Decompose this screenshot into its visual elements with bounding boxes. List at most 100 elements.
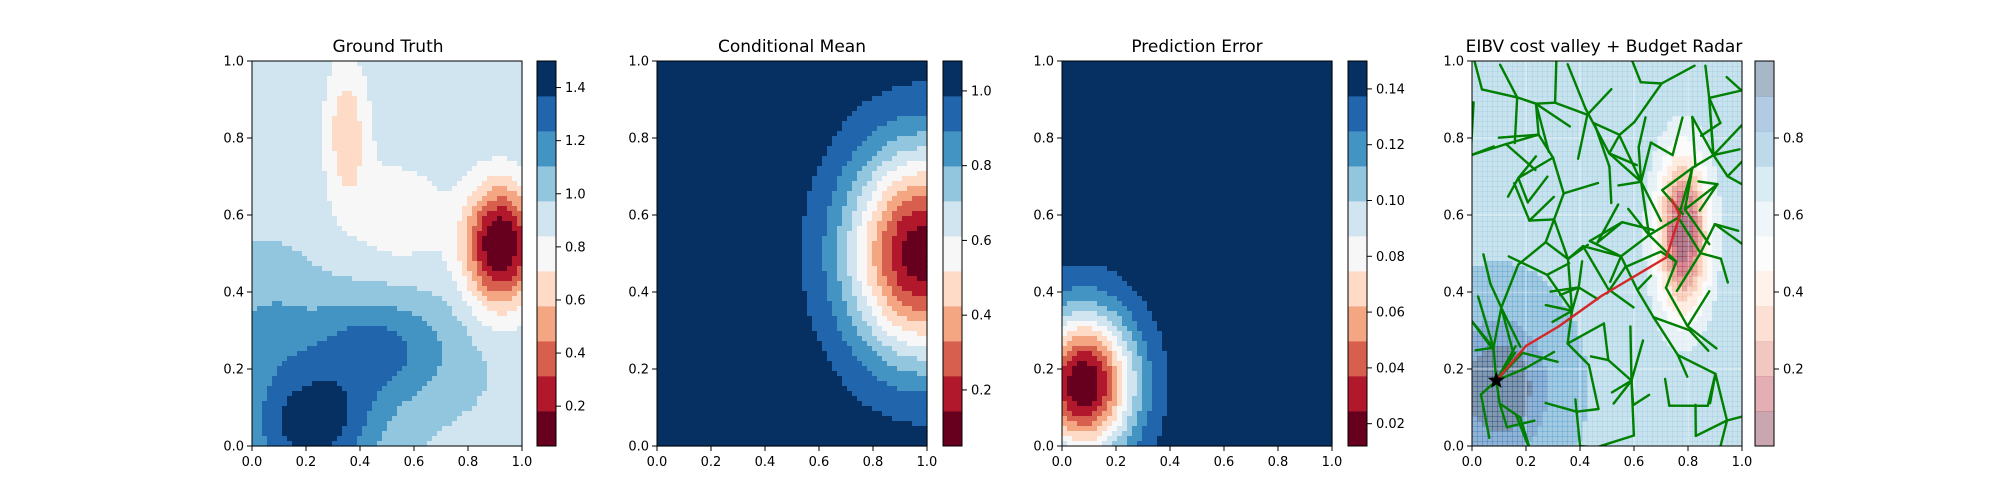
panel-1-axes-frame [251,60,523,447]
radar-branch [1544,240,1570,261]
radar-branch [1713,222,1742,246]
panel-4-axes-frame [1471,60,1743,447]
radar-branch [1618,120,1636,137]
x-tick-label: 0.4 [1570,455,1591,470]
radar-branch [1515,96,1538,105]
radar-branch [1566,342,1591,367]
chosen-path-segment [1495,344,1528,382]
radar-branch [1619,233,1651,258]
colorbar-tick-label: 0.6 [1783,209,1804,224]
radar-branch [1551,309,1574,324]
radar-branch [1639,180,1651,237]
y-tick-label: 0.2 [628,363,649,378]
radar-branch [1713,222,1740,233]
x-tick-label: 0.8 [863,455,884,470]
radar-branch [1712,148,1741,157]
x-tick-label: 0.2 [1516,455,1537,470]
radar-branch [1707,96,1722,125]
x-tick-label: 0.2 [1106,455,1127,470]
radar-branch [1612,379,1633,405]
y-tick-label: 0.4 [628,286,649,301]
radar-branch [1517,176,1530,204]
y-tick-label: 0.8 [223,132,244,147]
x-tick-label: 1.0 [1322,455,1343,470]
budget-radar-tree [1472,61,1742,446]
panel-3-heatmap [1062,61,1333,447]
colorbar-tick-label: 0.8 [971,159,992,174]
radar-branch [1513,96,1519,145]
radar-branch [1725,75,1742,92]
radar-branch [1480,88,1519,99]
radar-branch [1714,372,1729,422]
radar-branch [1691,115,1697,168]
chosen-path-segment [1524,325,1560,348]
colorbar-tick-label: 0.6 [971,234,992,249]
radar-branch [1589,355,1610,362]
y-tick-label: 0.4 [1033,286,1054,301]
radar-branch [1712,124,1742,157]
x-tick-label: 0.0 [1052,455,1073,470]
radar-branch [1649,141,1674,157]
radar-branch [1636,288,1655,319]
x-tick-label: 0.6 [404,455,425,470]
x-tick-label: 1.0 [1732,455,1753,470]
radar-branch [1607,288,1635,309]
radar-branch [1629,325,1633,382]
radar-branch [1637,116,1647,149]
chosen-path-segment [1670,198,1682,217]
radar-branch [1515,414,1530,446]
radar-branch [1512,181,1531,222]
panel-2-colorbar: 0.2 0.4 0.6 0.8 1.0 [942,60,992,447]
radar-branch [1694,419,1729,438]
radar-branch [1664,260,1678,289]
radar-branch [1492,306,1503,349]
colorbar-tick-label: 0.4 [971,309,992,324]
radar-branch [1588,239,1623,258]
x-tick-label: 0.6 [809,455,830,470]
x-tick-label: 0.0 [1462,455,1483,470]
x-tick-label: 0.8 [458,455,479,470]
radar-branch [1652,316,1691,332]
y-tick-label: 0.4 [1443,286,1464,301]
radar-branch [1602,322,1610,362]
radar-branch [1659,250,1678,263]
colorbar-tick-label: 1.2 [565,134,586,149]
radar-branch [1553,61,1558,104]
radar-branch [1699,222,1717,255]
x-tick-label: 1.0 [512,455,533,470]
colorbar-tick-label: 0.8 [565,240,586,255]
radar-branch [1608,165,1613,205]
radar-branch [1676,353,1689,378]
radar-branch [1558,286,1580,297]
radar-branch [1639,180,1663,223]
radar-branch [1664,286,1689,328]
radar-branch [1719,419,1729,446]
radar-branch [1639,80,1663,85]
colorbar-tick-label: 1.0 [565,187,586,202]
panel-4-colorbar: 0.2 0.4 0.6 0.8 [1754,60,1804,447]
x-tick-label: 0.2 [296,455,317,470]
radar-branch [1699,251,1723,260]
colorbar-tick-label: 0.6 [565,293,586,308]
radar-branch [1707,89,1742,100]
colorbar-tick-label: 0.4 [565,347,586,362]
radar-branch [1516,240,1547,266]
panel-4-title: EIBV cost valley + Budget Radar [1466,37,1743,57]
radar-branch [1544,401,1578,413]
radar-branch [1608,255,1623,283]
radar-branch [1587,363,1600,411]
radar-branch [1636,274,1653,292]
colorbar-tick-label: 0.2 [565,400,586,415]
radar-branch [1619,255,1639,292]
x-tick-label: 0.4 [1160,455,1181,470]
radar-branch [1534,101,1557,105]
y-tick-label: 0.0 [223,440,244,455]
radar-branch [1586,87,1613,116]
radar-branch [1500,306,1522,349]
radar-branch [1575,407,1600,413]
radar-branch [1663,377,1671,407]
panel-eibv-cost-valley: EIBV cost valley + Budget Radar 0.0 0.2 0.… [1443,37,1803,470]
radar-branch [1683,166,1694,211]
start-star-marker [1487,371,1505,388]
